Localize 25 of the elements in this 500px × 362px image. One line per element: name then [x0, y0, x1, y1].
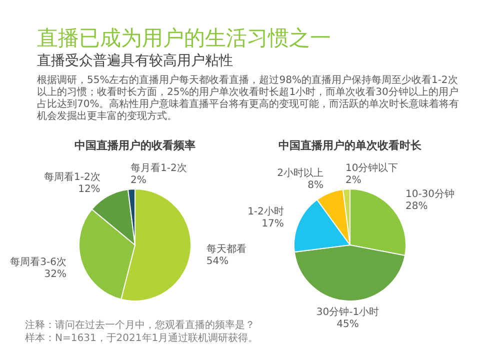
slice-label: 每周看3-6次: [10, 256, 67, 268]
text: 直播已成为用户的生活习惯之一: [37, 25, 331, 52]
data-label: 32%: [44, 269, 67, 280]
data-label: 54%: [206, 256, 229, 268]
text: 直播受众普遍具有较高用户粘性: [37, 52, 233, 70]
data-label: 45%: [336, 318, 359, 330]
slice-label: 2小时以上: [277, 167, 324, 180]
chart-title: 中国直播用户的单次收看时长: [278, 138, 422, 153]
data-label: 28%: [405, 201, 428, 212]
data-label: 8%: [308, 180, 324, 192]
data-label: 17%: [262, 218, 284, 230]
slice-label: 每月看1-2次: [130, 162, 187, 174]
slice-label: 每周看1-2次: [44, 170, 100, 183]
text: 注释：请问在过去一个月中，您观看直播的频率是？: [25, 318, 255, 332]
data-label: 12%: [78, 184, 100, 195]
slice-label: 30分钟-1小时: [316, 306, 380, 318]
slice-label: 10-30分钟: [405, 188, 455, 200]
slice-label: 1-2小时: [248, 205, 284, 218]
text: 样本：N=1631，于2021年1月通过联机调研获得。: [25, 332, 258, 345]
chart-title: 中国直播用户的收看频率: [74, 138, 196, 153]
text: 根据调研，55%左右的直播用户每天都收看直播，超过98%的直播用户保持每周至少收看1-2次以上的习惯；收看时长方面，25%的用户单次收看时长超1小时，而单次收看30分钟以上的用户占比达到70%。高粘性用户意味着直播平台将有更高的变现可能，而活跃的单次时长意味着将有机会发掘出更丰富的变现方式。: [37, 75, 460, 123]
slice-label: 每天都看: [206, 243, 246, 256]
slice-label: 10分钟以下: [345, 162, 398, 174]
data-label: 2%: [345, 175, 362, 186]
data-label: 2%: [130, 175, 146, 186]
